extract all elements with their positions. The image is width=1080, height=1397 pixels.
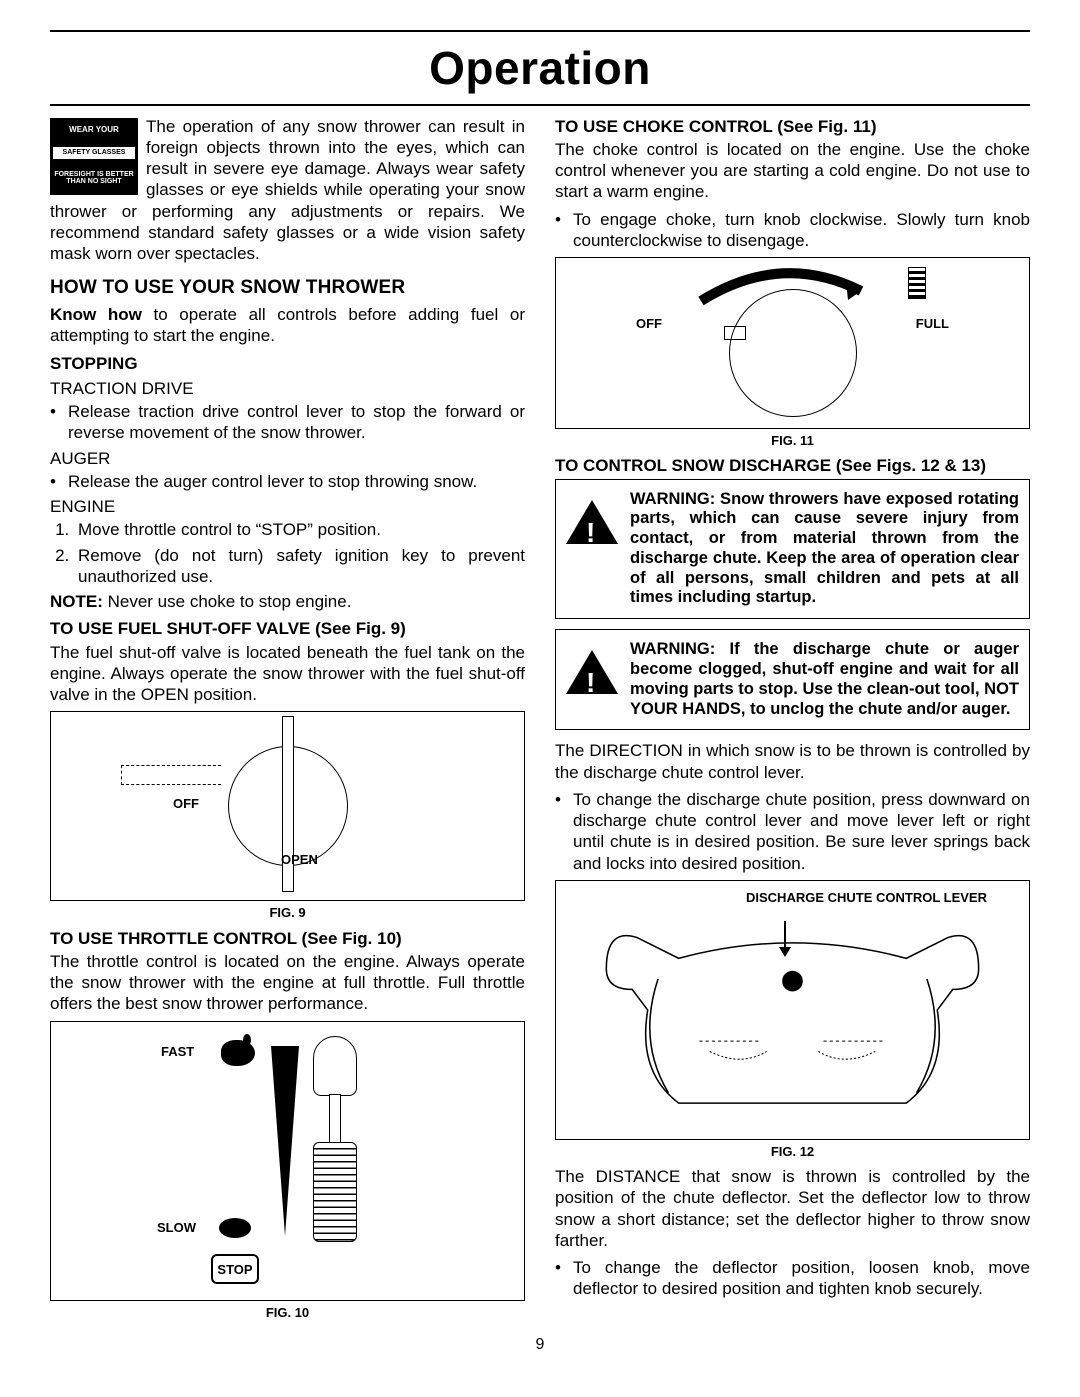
fig11-full-label: FULL <box>916 316 949 332</box>
two-column-layout: WEAR YOUR SAFETY GLASSES FORESIGHT IS BE… <box>50 116 1030 1327</box>
warning-triangle-icon <box>566 500 618 544</box>
speed-wedge-icon <box>271 1046 299 1236</box>
badge-line-1: WEAR YOUR <box>52 126 136 135</box>
warning-box-1: WARNING: Snow throwers have exposed rota… <box>555 479 1030 620</box>
throttle-knob-icon <box>313 1036 357 1096</box>
fig9-open-label: OPEN <box>281 852 318 868</box>
warning-box-2: WARNING: If the discharge chute or auger… <box>555 629 1030 730</box>
throttle-paragraph: The throttle control is located on the e… <box>50 951 525 1015</box>
choke-bullet: To engage choke, turn knob clockwise. Sl… <box>573 209 1030 252</box>
know-how-lead: Know how <box>50 305 142 324</box>
right-column: TO USE CHOKE CONTROL (See Fig. 11) The c… <box>555 116 1030 1327</box>
fuel-valve-paragraph: The fuel shut-off valve is located benea… <box>50 642 525 706</box>
fig11-caption: FIG. 11 <box>555 433 1030 449</box>
direction-paragraph: The DIRECTION in which snow is to be thr… <box>555 740 1030 783</box>
title-rule <box>50 104 1030 106</box>
discharge-heading: TO CONTROL SNOW DISCHARGE (See Figs. 12 … <box>555 455 1030 476</box>
figure-11: OFF FULL <box>555 257 1030 429</box>
figure-9: OFF OPEN <box>50 711 525 901</box>
distance-paragraph: The DISTANCE that snow is thrown is cont… <box>555 1166 1030 1251</box>
warning-triangle-icon <box>566 650 618 694</box>
fuel-valve-heading: TO USE FUEL SHUT-OFF VALVE (See Fig. 9) <box>50 618 525 639</box>
fig10-fast-label: FAST <box>161 1044 194 1060</box>
fig12-label: DISCHARGE CHUTE CONTROL LEVER <box>746 891 987 906</box>
fig9-caption: FIG. 9 <box>50 905 525 921</box>
auger-bullet: Release the auger control lever to stop … <box>68 471 525 492</box>
top-rule <box>50 30 1030 32</box>
engine-step-1: Move throttle control to “STOP” position… <box>74 519 525 540</box>
stopping-heading: STOPPING <box>50 353 525 374</box>
traction-heading: TRACTION DRIVE <box>50 378 525 399</box>
choke-heading: TO USE CHOKE CONTROL (See Fig. 11) <box>555 116 1030 137</box>
engine-step-2: Remove (do not turn) safety ignition key… <box>74 545 525 588</box>
choke-note: NOTE: Never use choke to stop engine. <box>50 591 525 612</box>
distance-bullet: To change the deflector position, loosen… <box>573 1257 1030 1300</box>
choke-paragraph: The choke control is located on the engi… <box>555 139 1030 203</box>
throttle-grip-icon <box>313 1142 357 1242</box>
choke-dial-icon <box>729 289 857 417</box>
traction-bullet: Release traction drive control lever to … <box>68 401 525 444</box>
fig11-off-label: OFF <box>636 316 662 332</box>
warning-1-text: WARNING: Snow throwers have exposed rota… <box>630 490 1019 609</box>
direction-bullet: To change the discharge chute position, … <box>573 789 1030 874</box>
section-heading: HOW TO USE YOUR SNOW THROWER <box>50 276 525 300</box>
figure-10: FAST SLOW STOP <box>50 1021 525 1301</box>
fig12-caption: FIG. 12 <box>555 1144 1030 1160</box>
auger-heading: AUGER <box>50 448 525 469</box>
page-number: 9 <box>50 1335 1030 1355</box>
fig9-off-label: OFF <box>173 796 199 812</box>
fig10-slow-label: SLOW <box>157 1220 196 1236</box>
engine-heading: ENGINE <box>50 496 525 517</box>
figure-12: DISCHARGE CHUTE CONTROL LEVER <box>555 880 1030 1140</box>
off-position-dash <box>121 765 221 785</box>
left-column: WEAR YOUR SAFETY GLASSES FORESIGHT IS BE… <box>50 116 525 1327</box>
control-panel-icon <box>596 917 989 1134</box>
safety-glasses-badge: WEAR YOUR SAFETY GLASSES FORESIGHT IS BE… <box>50 118 138 195</box>
note-rest: Never use choke to stop engine. <box>103 592 352 611</box>
stop-icon: STOP <box>211 1254 259 1284</box>
warning-2-text: WARNING: If the discharge chute or auger… <box>630 640 1019 719</box>
throttle-shaft-icon <box>329 1094 341 1144</box>
know-how-paragraph: Know how to operate all controls before … <box>50 304 525 347</box>
turtle-icon <box>219 1218 251 1238</box>
throttle-heading: TO USE THROTTLE CONTROL (See Fig. 10) <box>50 928 525 949</box>
badge-line-3: FORESIGHT IS BETTER THAN NO SIGHT <box>52 171 136 186</box>
full-marker-icon <box>908 267 926 299</box>
note-lead: NOTE: <box>50 592 103 611</box>
badge-line-2: SAFETY GLASSES <box>52 146 136 160</box>
fig10-caption: FIG. 10 <box>50 1305 525 1321</box>
page-title: Operation <box>50 40 1030 98</box>
off-tab-icon <box>724 326 746 340</box>
rabbit-icon <box>221 1040 255 1066</box>
